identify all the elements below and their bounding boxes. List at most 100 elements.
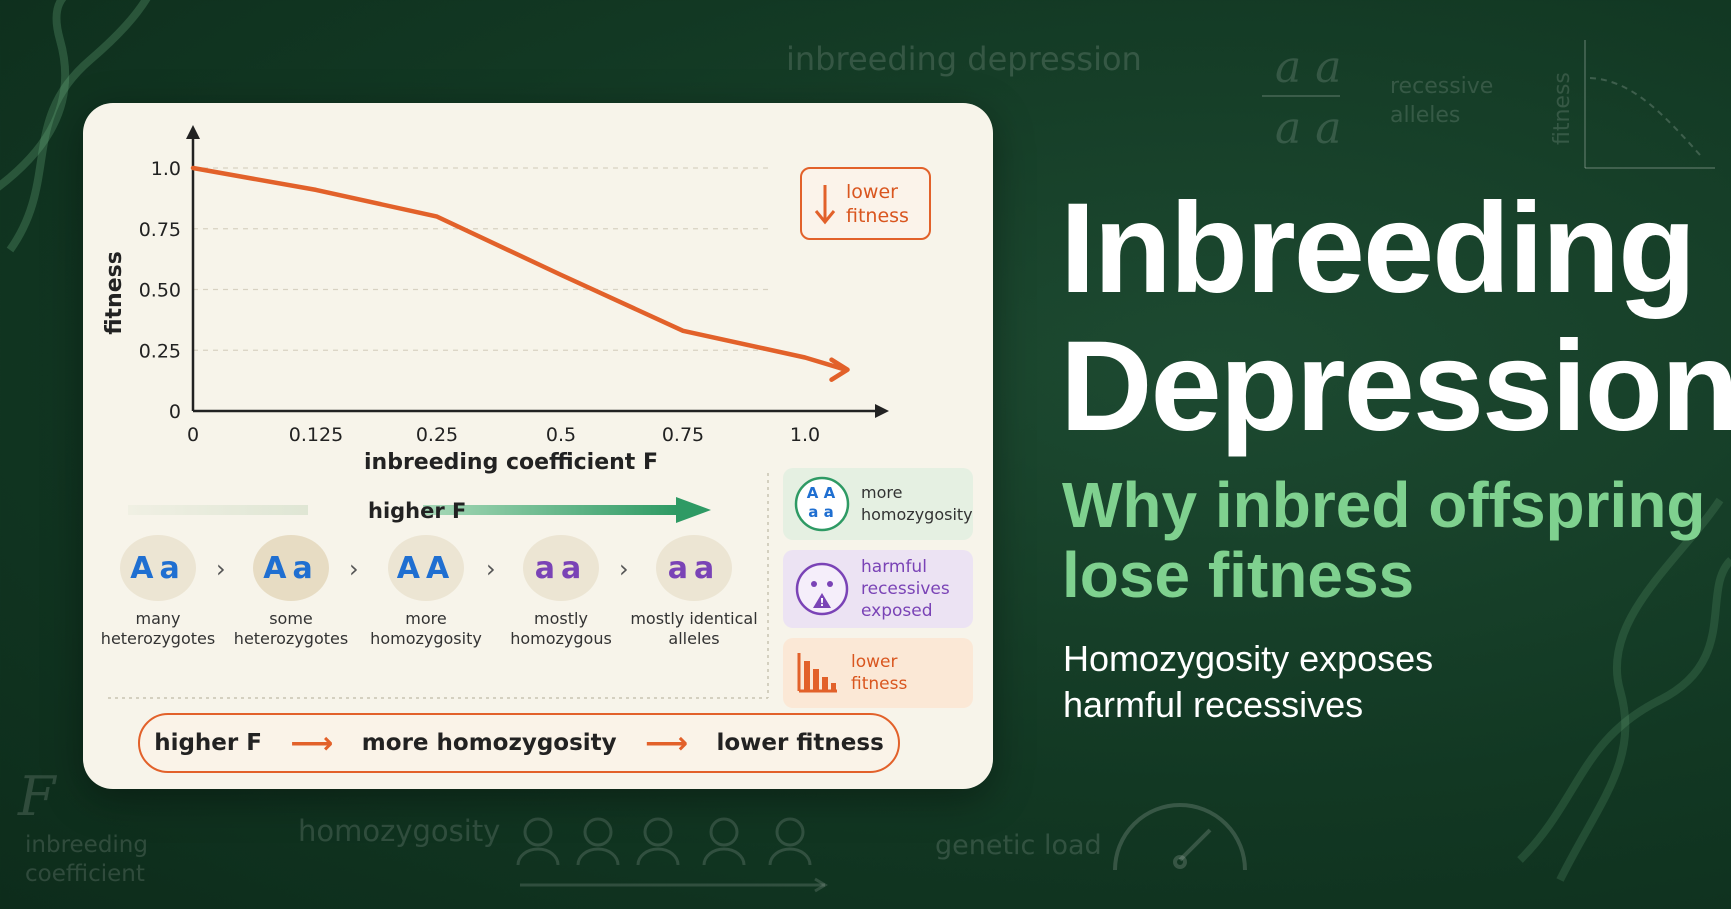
side-box-harmful-recessives: ! harmful recessives exposed [783, 550, 973, 628]
x-tick-label: 0.75 [662, 424, 704, 446]
title-line-1: Inbreeding [1060, 177, 1696, 320]
higher-f-label: higher F [368, 499, 467, 523]
x-tick-label: 0 [187, 424, 199, 446]
badge-line-1: lower [846, 180, 898, 203]
allele: a [534, 550, 561, 586]
tagline-line-1: Homozygosity exposes [1063, 638, 1434, 679]
allele: a [159, 550, 186, 586]
bg-allele-top: a a [1275, 42, 1342, 93]
green-arrow-bar [423, 505, 678, 515]
arrow-down-icon [814, 184, 836, 224]
higher-f-indicator: higher F [128, 493, 748, 533]
genotype-label-2: homozygosity [370, 629, 482, 648]
genotype-label-1: many [135, 609, 181, 628]
side-box-line-1: more [861, 483, 903, 502]
flow-step-lower-fitness: lower fitness [716, 730, 884, 756]
infographic-card: 0 0.25 0.50 0.75 1.0 0 0.125 0.25 0.5 0.75 1.0 inbr… [83, 103, 993, 789]
side-box-line-2: homozygosity [861, 505, 973, 524]
allele: a [561, 550, 588, 586]
allele-circle-icon [794, 476, 850, 532]
allele: a [292, 550, 319, 586]
bg-f-caption-2: coefficient [25, 861, 145, 887]
y-tick-label: 1.0 [151, 158, 181, 180]
bg-alleles-caption: alleles [1390, 103, 1461, 128]
y-axis-label: fitness [102, 251, 127, 335]
tagline-line-2: harmful recessives [1063, 684, 1364, 725]
side-box-line-3: exposed [861, 601, 933, 621]
genotype-label-1: mostly identical [630, 609, 758, 628]
side-box-line-2: recessives [861, 579, 950, 599]
bg-recessive-caption: recessive [1390, 74, 1494, 99]
green-arrow-head [676, 497, 711, 523]
arrow-right-icon: ⟶ [290, 725, 334, 761]
y-tick-label: 0.75 [139, 219, 181, 241]
side-box-line-1: harmful [861, 557, 927, 577]
bg-f-symbol: F [18, 765, 56, 828]
subtitle-line-1: Why inbred offspring [1062, 469, 1706, 541]
x-axis-label: inbreeding coefficient F [364, 450, 658, 475]
x-tick-label: 1.0 [790, 424, 820, 446]
bg-mini-axis-label: fitness [1550, 72, 1575, 145]
genotype-label-2: homozygous [510, 629, 612, 648]
side-box-line-1: lower [851, 652, 898, 672]
chevron-right-icon: › [216, 555, 226, 583]
dna-helix-icon [0, 0, 151, 253]
subtitle: Why inbred offspring lose fitness [1062, 470, 1706, 610]
summary-flow: higher F ⟶ more homozygosity ⟶ lower fit… [138, 713, 900, 773]
bg-inbreeding-depression-label: inbreeding depression [786, 40, 1142, 78]
side-box-lower-fitness: lower fitness [783, 638, 973, 708]
y-tick-label: 0.50 [139, 280, 181, 302]
fade-bar [128, 505, 308, 515]
side-box-homozygosity: A A a a more homozygosity [783, 468, 973, 540]
icon-alleles-bottom: a a [808, 503, 834, 521]
y-tick-label: 0.25 [139, 340, 181, 362]
declining-bars-icon [797, 653, 837, 693]
curve-arrowhead [829, 357, 850, 382]
gauge-icon [1113, 803, 1247, 871]
allele: A [130, 550, 160, 586]
genotype-label-1: more [405, 609, 447, 628]
badge-line-2: fitness [846, 204, 909, 227]
allele: a [694, 550, 721, 586]
icon-alleles-top: A A [806, 484, 836, 502]
allele: a [667, 550, 694, 586]
flow-step-higher-f: higher F [154, 730, 262, 756]
allele: A [263, 550, 293, 586]
warning-face-icon: ! [795, 562, 849, 616]
genotype-label-2: heterozygotes [100, 629, 216, 648]
fitness-chart: 0 0.25 0.50 0.75 1.0 0 0.125 0.25 0.5 0.75 1.0 inbr… [102, 125, 889, 699]
chevron-right-icon: › [486, 555, 496, 583]
allele: A [396, 550, 426, 586]
fitness-curve [190, 165, 848, 372]
x-tick-label: 0.25 [416, 424, 458, 446]
flow-step-homozygosity: more homozygosity [361, 730, 617, 756]
allele: A [426, 550, 456, 586]
lower-fitness-badge: lower fitness [800, 167, 931, 240]
subtitle-line-2: lose fitness [1062, 539, 1415, 611]
svg-text:!: ! [819, 596, 824, 609]
side-box-line-2: fitness [851, 674, 908, 694]
bg-homozygosity-label: homozygosity [298, 814, 501, 848]
genotype-label-1: mostly [534, 609, 588, 628]
people-icon-row [516, 817, 828, 893]
genotype-label-2: alleles [668, 629, 720, 648]
chevron-right-icon: › [349, 555, 359, 583]
y-axis-arrow [186, 125, 200, 139]
x-tick-label: 0.125 [289, 424, 343, 446]
bg-f-caption-1: inbreeding [25, 832, 148, 858]
tagline: Homozygosity exposes harmful recessives [1063, 636, 1433, 728]
title-line-2: Depression [1060, 315, 1731, 458]
page-title: Inbreeding Depression [1060, 180, 1731, 456]
bg-allele-bottom: a a [1275, 103, 1342, 154]
